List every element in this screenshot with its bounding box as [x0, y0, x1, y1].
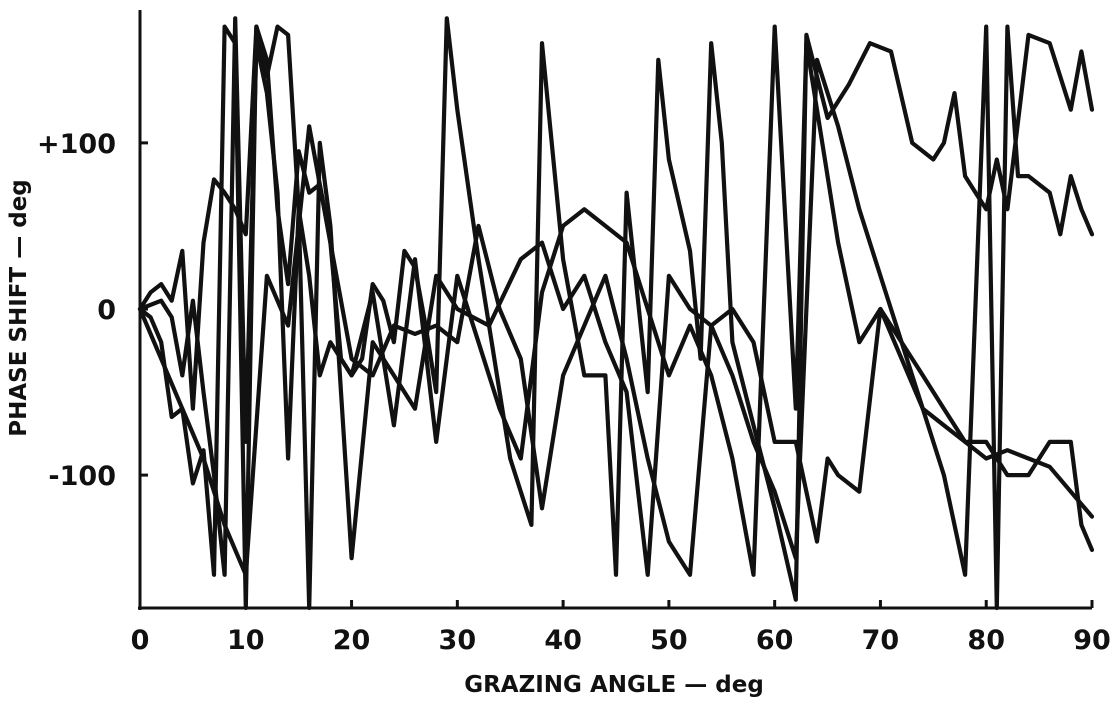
y-tick-label: 0	[97, 295, 116, 326]
x-axis-title: GRAZING ANGLE — deg	[464, 672, 764, 698]
x-tick-label: 40	[544, 625, 582, 656]
y-tick-label: +100	[37, 129, 116, 160]
series-line-3	[137, 16, 1095, 611]
x-tick-label: 80	[967, 625, 1005, 656]
x-tick-label: 10	[227, 625, 265, 656]
x-tick-label: 30	[439, 625, 477, 656]
y-tick-label: -100	[48, 461, 116, 492]
series-group	[137, 16, 1095, 611]
series-line-4	[137, 57, 1095, 577]
x-tick-labels: 0 10 20 30 40 50 60 70 80 90	[131, 625, 1111, 656]
x-tick-label: 70	[862, 625, 900, 656]
x-tick-label: 60	[756, 625, 794, 656]
x-tick-label: 0	[131, 625, 150, 656]
y-tick-labels: +100 0 -100	[37, 129, 116, 492]
x-tick-label: 20	[333, 625, 371, 656]
x-tick-label: 90	[1073, 625, 1111, 656]
y-axis-title: PHASE SHIFT — deg	[6, 179, 32, 437]
x-tick-label: 50	[650, 625, 688, 656]
